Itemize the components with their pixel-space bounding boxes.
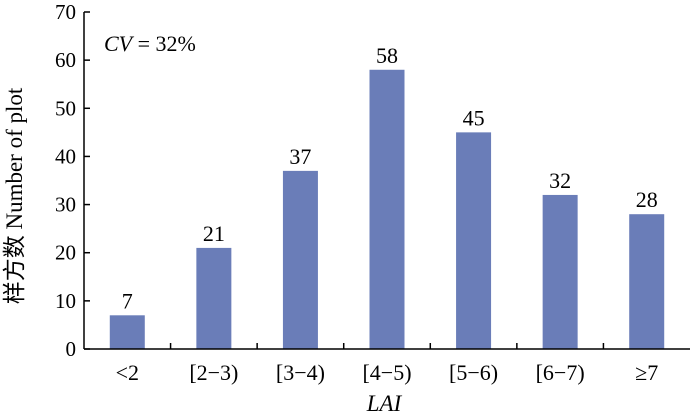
data-label: 21 [203,221,225,246]
data-label: 58 [376,43,398,68]
bar [369,69,405,350]
cv-value: = 32% [132,31,196,56]
y-tick-label: 70 [55,0,76,24]
x-category-label: [6−7) [536,360,585,385]
x-category-label: [4−5) [362,360,411,385]
bar [109,315,145,349]
category-labels-group: <2 [2−3) [3−4) [4−5) [5−6) [6−7) ≥7 [116,360,659,385]
cv-annotation: CV = 32% [104,31,196,56]
bar [282,170,318,349]
data-label: 7 [122,288,133,313]
x-category-label: [2−3) [189,360,238,385]
data-labels-group: 7 21 37 58 45 32 28 [122,43,658,314]
x-axis-title: LAI [366,391,403,416]
y-tick-label: 40 [55,144,76,168]
y-tick-label: 20 [55,241,76,265]
x-category-label: <2 [116,360,139,385]
x-ticks-group [169,343,605,349]
y-tick-label: 60 [55,48,76,72]
bars-group [109,69,665,350]
y-ticks-group: 0 10 20 30 40 50 60 70 [55,0,90,361]
bar [196,247,232,349]
y-tick-label: 30 [55,193,76,217]
y-axis-title: 样方数 Number of plot [2,87,27,304]
x-category-label: ≥7 [635,360,658,385]
y-tick-label: 0 [66,337,77,361]
x-category-label: [3−4) [276,360,325,385]
bar [456,132,492,349]
x-category-label: [5−6) [449,360,498,385]
data-label: 28 [636,187,658,212]
data-label: 32 [549,168,571,193]
bar [542,194,578,349]
y-tick-label: 50 [55,96,76,120]
bar [629,214,665,349]
data-label: 45 [463,105,485,130]
cv-symbol: CV [104,31,135,56]
y-tick-label: 10 [55,289,76,313]
data-label: 37 [289,144,311,169]
